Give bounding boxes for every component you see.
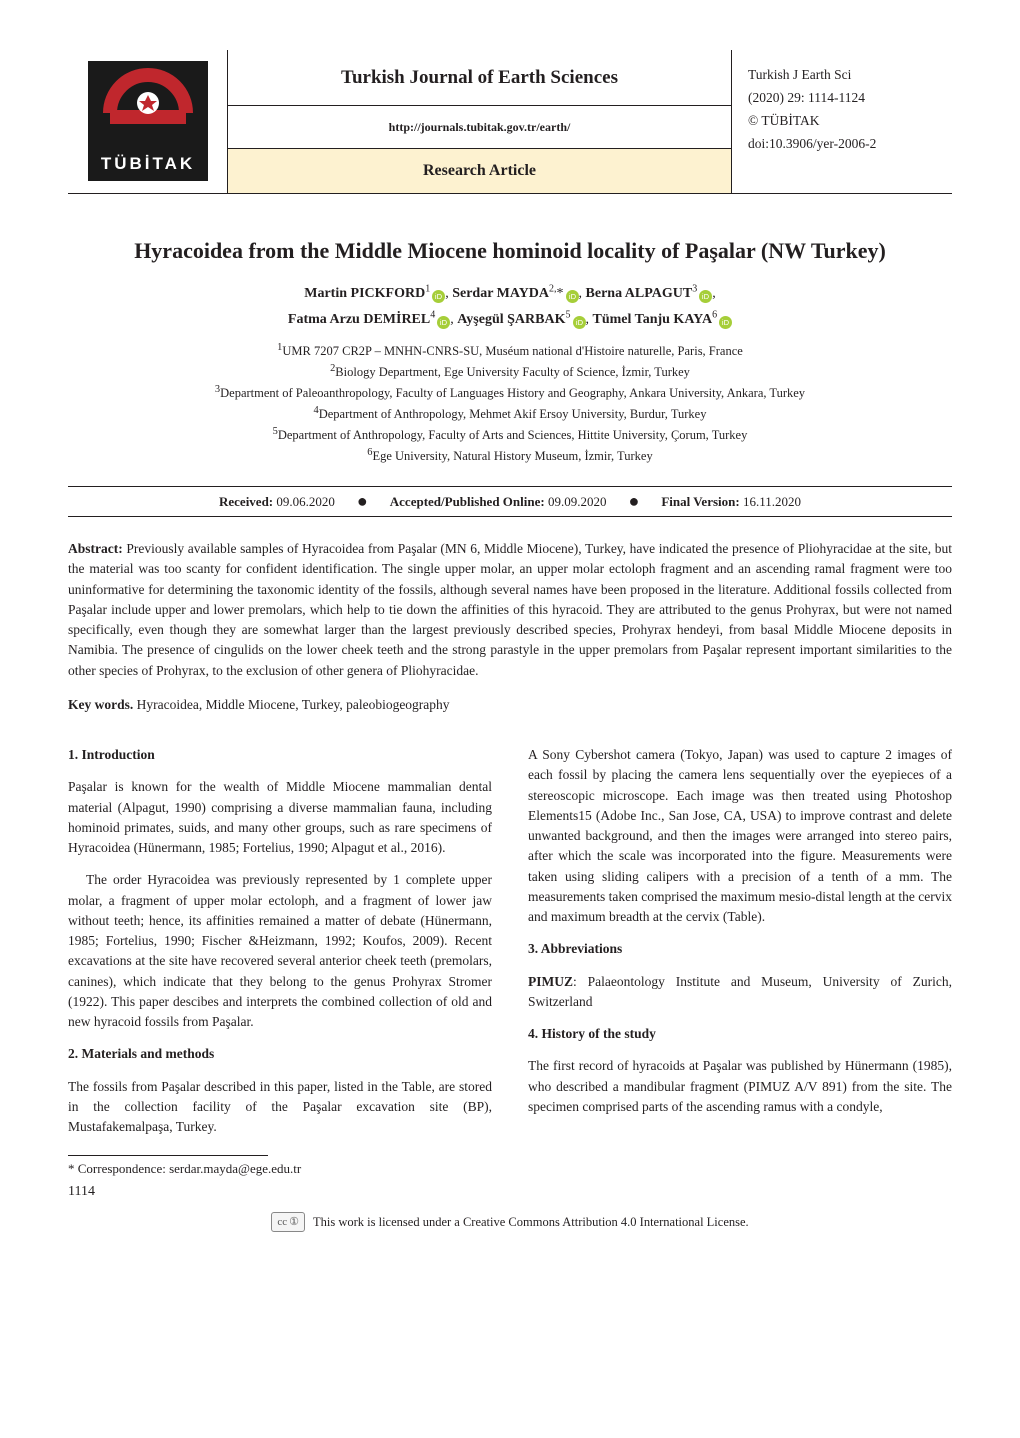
author-3: Berna ALPAGUT3iD,: [586, 286, 716, 301]
author-aff: 5: [566, 309, 571, 320]
keywords-text: Hyracoidea, Middle Miocene, Turkey, pale…: [137, 697, 450, 712]
section-3-heading: 3. Abbreviations: [528, 939, 952, 959]
author-name: Berna ALPAGUT: [586, 286, 693, 301]
logo-text: TÜBİTAK: [100, 154, 194, 173]
correspondence-line: * Correspondence: serdar.mayda@ege.edu.t…: [68, 1159, 492, 1179]
right-column: A Sony Cybershot camera (Tokyo, Japan) w…: [528, 745, 952, 1202]
final-date: 16.11.2020: [743, 494, 801, 509]
article-type: Research Article: [228, 149, 731, 193]
abbrev-value: : Palaeontology Institute and Museum, Un…: [528, 974, 952, 1009]
abbrev-key: PIMUZ: [528, 974, 573, 989]
issue-line: (2020) 29: 1114-1124: [748, 87, 952, 110]
author-aff: 1: [425, 284, 430, 295]
accepted-date: 09.09.2020: [548, 494, 607, 509]
section-3-para-1: PIMUZ: Palaeontology Institute and Museu…: [528, 972, 952, 1013]
author-5: Ayşegül ŞARBAK5iD,: [457, 312, 592, 327]
keywords-label: Key words.: [68, 697, 133, 712]
keywords-block: Key words. Hyracoidea, Middle Miocene, T…: [68, 695, 952, 715]
abstract-label: Abstract:: [68, 541, 123, 556]
svg-text:iD: iD: [440, 318, 448, 327]
author-name: Serdar MAYDA: [452, 286, 549, 301]
tubitak-logo-icon: TÜBİTAK: [88, 61, 208, 181]
journal-title: Turkish Journal of Earth Sciences: [228, 50, 731, 106]
left-column: 1. Introduction Paşalar is known for the…: [68, 745, 492, 1202]
affiliation-text: Biology Department, Ege University Facul…: [335, 365, 690, 379]
author-6: Tümel Tanju KAYA6 iD: [593, 312, 733, 327]
affiliation-text: Ege University, Natural History Museum, …: [372, 449, 652, 463]
affiliation-2: 2Biology Department, Ege University Facu…: [68, 361, 952, 382]
orcid-icon[interactable]: iD: [566, 287, 579, 300]
author-4: Fatma Arzu DEMİREL4iD,: [288, 312, 457, 327]
cc-badge-icon[interactable]: cc ①: [271, 1212, 305, 1233]
abstract-text: Previously available samples of Hyracoid…: [68, 541, 952, 678]
affiliations-block: 1UMR 7207 CR2P – MNHN-CNRS-SU, Muséum na…: [68, 340, 952, 465]
received-label: Received:: [219, 494, 273, 509]
affiliation-1: 1UMR 7207 CR2P – MNHN-CNRS-SU, Muséum na…: [68, 340, 952, 361]
received-date: 09.06.2020: [276, 494, 335, 509]
author-2: Serdar MAYDA2,*iD,: [452, 286, 585, 301]
masthead: TÜBİTAK Turkish Journal of Earth Science…: [68, 50, 952, 194]
final-label: Final Version:: [661, 494, 739, 509]
copyright-line: © TÜBİTAK: [748, 110, 952, 133]
section-4-heading: 4. History of the study: [528, 1024, 952, 1044]
cc-glyph: cc: [277, 1214, 287, 1231]
author-aff: 3: [692, 284, 697, 295]
accepted-label: Accepted/Published Online:: [390, 494, 545, 509]
body-columns: 1. Introduction Paşalar is known for the…: [68, 745, 952, 1202]
author-aff: 6: [712, 309, 717, 320]
article-title: Hyracoidea from the Middle Miocene homin…: [68, 234, 952, 267]
dates-row: Received: 09.06.2020 ● Accepted/Publishe…: [68, 486, 952, 518]
footnote-divider: [68, 1155, 268, 1156]
svg-text:iD: iD: [568, 293, 576, 302]
orcid-icon[interactable]: iD: [699, 287, 712, 300]
author-name: Martin PICKFORD: [304, 286, 425, 301]
orcid-icon[interactable]: iD: [573, 313, 586, 326]
affiliation-text: Department of Anthropology, Faculty of A…: [278, 428, 748, 442]
page-number: 1114: [68, 1181, 492, 1202]
orcid-icon[interactable]: iD: [437, 313, 450, 326]
author-aff: 4: [430, 309, 435, 320]
journal-short-title: Turkish J Earth Sci: [748, 64, 952, 87]
section-1-para-2: The order Hyracoidea was previously repr…: [68, 870, 492, 1032]
svg-text:iD: iD: [575, 318, 583, 327]
affiliation-text: UMR 7207 CR2P – MNHN-CNRS-SU, Muséum nat…: [282, 344, 742, 358]
svg-text:iD: iD: [702, 293, 710, 302]
section-4-para-1: The first record of hyracoids at Paşalar…: [528, 1056, 952, 1117]
author-name: Fatma Arzu DEMİREL: [288, 312, 430, 327]
orcid-icon[interactable]: iD: [432, 287, 445, 300]
journal-url[interactable]: http://journals.tubitak.gov.tr/earth/: [228, 106, 731, 149]
masthead-right: Turkish J Earth Sci (2020) 29: 1114-1124…: [732, 50, 952, 193]
orcid-icon[interactable]: iD: [719, 313, 732, 326]
section-2-para-1: The fossils from Paşalar described in th…: [68, 1077, 492, 1138]
doi-line[interactable]: doi:10.3906/yer-2006-2: [748, 133, 952, 156]
affiliation-6: 6Ege University, Natural History Museum,…: [68, 445, 952, 466]
affiliation-text: Department of Anthropology, Mehmet Akif …: [319, 407, 707, 421]
right-para-1: A Sony Cybershot camera (Tokyo, Japan) w…: [528, 745, 952, 927]
by-glyph: ①: [289, 1214, 299, 1231]
abstract-block: Abstract: Previously available samples o…: [68, 539, 952, 681]
author-aff: 2,: [549, 284, 557, 295]
affiliation-4: 4Department of Anthropology, Mehmet Akif…: [68, 403, 952, 424]
publisher-logo-cell: TÜBİTAK: [68, 50, 228, 193]
authors-block: Martin PICKFORD1iD, Serdar MAYDA2,*iD, B…: [68, 281, 952, 333]
section-1-para-1: Paşalar is known for the wealth of Middl…: [68, 777, 492, 858]
author-1: Martin PICKFORD1iD,: [304, 286, 452, 301]
affiliation-3: 3Department of Paleoanthropology, Facult…: [68, 382, 952, 403]
license-row: cc ① This work is licensed under a Creat…: [68, 1212, 952, 1233]
affiliation-5: 5Department of Anthropology, Faculty of …: [68, 424, 952, 445]
final-block: Final Version: 16.11.2020: [661, 492, 801, 512]
received-block: Received: 09.06.2020: [219, 492, 335, 512]
section-1-heading: 1. Introduction: [68, 745, 492, 765]
affiliation-text: Department of Paleoanthropology, Faculty…: [220, 386, 805, 400]
svg-text:iD: iD: [435, 293, 443, 302]
accepted-block: Accepted/Published Online: 09.09.2020: [390, 492, 607, 512]
author-name: Ayşegül ŞARBAK: [457, 312, 565, 327]
license-text: This work is licensed under a Creative C…: [313, 1213, 749, 1232]
masthead-center: Turkish Journal of Earth Sciences http:/…: [228, 50, 732, 193]
section-2-heading: 2. Materials and methods: [68, 1044, 492, 1064]
svg-text:iD: iD: [722, 318, 730, 327]
author-name: Tümel Tanju KAYA: [593, 312, 713, 327]
